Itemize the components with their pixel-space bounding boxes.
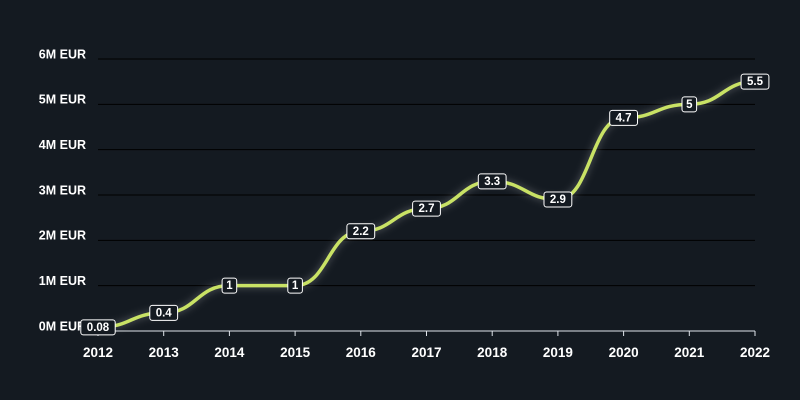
y-tick-label: 0M EUR xyxy=(39,319,86,333)
y-tick-label: 3M EUR xyxy=(39,183,86,197)
data-label: 3.3 xyxy=(477,173,507,190)
data-label-box xyxy=(681,96,698,113)
x-axis-tick-labels: 2012 2013 2014 2015 2016 2017 2018 2019 2020 2021… xyxy=(83,345,770,360)
x-tick-label-2014: 2014 xyxy=(214,345,245,360)
data-label-box xyxy=(609,109,639,126)
data-label-text: 4.7 xyxy=(616,112,632,124)
y-tick-label: 5M EUR xyxy=(39,93,86,107)
data-label: 0.08 xyxy=(80,319,116,336)
x-axis xyxy=(97,330,756,336)
x-tick-label-2022: 2022 xyxy=(740,345,770,360)
data-label: 4.7 xyxy=(609,109,639,126)
data-label-text: 5.5 xyxy=(747,76,764,88)
data-label-box xyxy=(346,223,376,240)
y-tick-label: 1M EUR xyxy=(39,274,86,288)
data-label: 1 xyxy=(287,277,303,294)
data-label-box xyxy=(740,73,770,90)
data-label-text: 0.08 xyxy=(87,322,110,334)
x-tick-label-2021: 2021 xyxy=(674,345,705,360)
data-label-box xyxy=(221,277,238,294)
data-label-text: 1 xyxy=(226,280,233,292)
x-tick-label-2017: 2017 xyxy=(411,345,441,360)
data-labels: 0.08 0.4 1 1 2.2 2.7 3.3 2.9 4.7 5 5.5 xyxy=(80,73,770,336)
data-label: 1 xyxy=(221,277,238,294)
y-axis-tick-labels: 0M EUR 1M EUR 2M EUR 3M EUR 4M EUR 5M EUR 6M E… xyxy=(39,47,86,333)
data-label-text: 2.2 xyxy=(353,226,369,238)
data-label: 5.5 xyxy=(740,73,770,90)
data-label-box xyxy=(149,304,179,321)
data-label: 2.7 xyxy=(412,200,441,217)
data-label-text: 0.4 xyxy=(156,307,173,319)
data-label-box xyxy=(477,173,507,190)
x-tick-label-2016: 2016 xyxy=(346,345,377,360)
data-label-text: 3.3 xyxy=(484,176,500,188)
data-label: 2.2 xyxy=(346,223,376,240)
y-tick-label: 4M EUR xyxy=(39,138,86,152)
x-tick-label-2019: 2019 xyxy=(543,345,573,360)
gridlines xyxy=(98,58,755,287)
x-tick-label-2015: 2015 xyxy=(280,345,311,360)
x-tick-label-2012: 2012 xyxy=(83,345,113,360)
data-label: 5 xyxy=(681,96,698,113)
data-label-box xyxy=(287,277,303,294)
data-label-text: 1 xyxy=(292,280,299,292)
data-label-text: 2.9 xyxy=(550,194,566,206)
y-tick-label: 6M EUR xyxy=(39,47,86,61)
data-label-text: 2.7 xyxy=(419,203,435,215)
data-label-box xyxy=(80,319,116,336)
data-label-text: 5 xyxy=(686,99,693,111)
data-label-box xyxy=(543,191,573,208)
x-tick-label-2013: 2013 xyxy=(149,345,180,360)
x-tick-label-2018: 2018 xyxy=(477,345,508,360)
data-label: 2.9 xyxy=(543,191,573,208)
x-tick-label-2020: 2020 xyxy=(609,345,639,360)
data-label-box xyxy=(412,200,441,217)
y-tick-label: 2M EUR xyxy=(39,229,86,243)
data-label: 0.4 xyxy=(149,304,179,321)
